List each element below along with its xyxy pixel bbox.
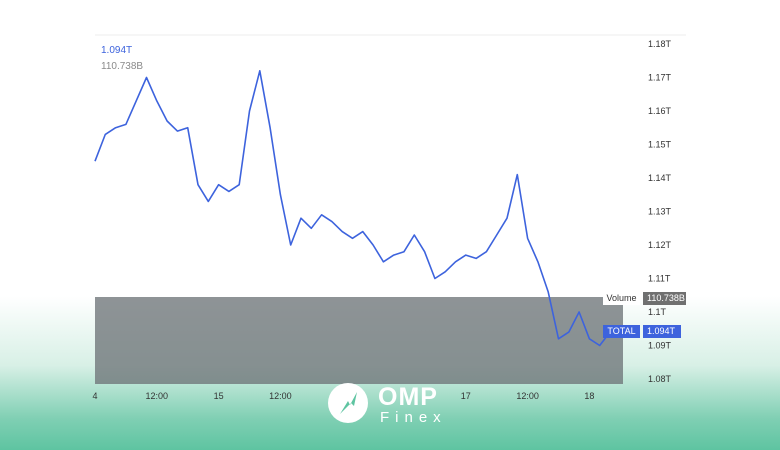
y-tick-label: 1.15T — [648, 140, 672, 150]
y-tick-label: 1.08T — [648, 374, 672, 384]
series-line-total — [94, 70, 611, 347]
brand-name: OMP — [378, 383, 438, 411]
x-tick-label: 18 — [584, 391, 594, 401]
x-tick-label: 15 — [214, 391, 224, 401]
x-tick-label: 12:00 — [516, 391, 539, 401]
y-tick-label: 1.12T — [648, 240, 672, 250]
total-tag-value: 1.094T — [643, 325, 681, 338]
legend-volume-value: 110.738B — [101, 61, 144, 72]
legend-total-value: 1.094T — [101, 45, 133, 56]
volume-area — [95, 297, 623, 384]
y-tick-label: 1.09T — [648, 341, 672, 351]
logo-mark-icon — [328, 383, 368, 423]
y-tick-label: 1.16T — [648, 106, 672, 116]
x-tick-label: 4 — [92, 391, 97, 401]
y-tick-label: 1.18T — [648, 39, 672, 49]
y-tick-label: 1.11T — [648, 274, 671, 284]
x-tick-label: 12:00 — [146, 391, 169, 401]
x-tick-label: 17 — [461, 391, 471, 401]
x-tick-label: 12:00 — [269, 391, 292, 401]
volume-tag-label: Volume — [603, 292, 640, 305]
y-tick-label: 1.17T — [648, 73, 672, 83]
y-tick-label: 1.1T — [648, 307, 667, 317]
y-tick-label: 1.14T — [648, 173, 672, 183]
total-tag-label: TOTAL — [603, 325, 640, 338]
y-tick-label: 1.13T — [648, 207, 672, 217]
brand-subtitle: Finex — [380, 409, 447, 426]
volume-tag-value: 110.738B — [643, 292, 686, 305]
omp-finex-logo: OMP Finex — [326, 381, 466, 431]
